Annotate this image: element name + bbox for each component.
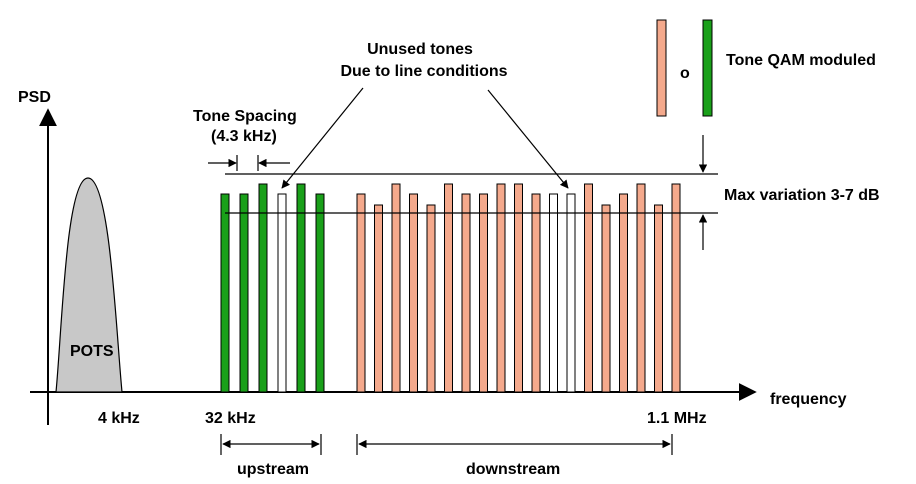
- upstream-label: upstream: [237, 461, 309, 478]
- legend-upstream-swatch: [702, 19, 713, 117]
- legend-downstream-swatch: [656, 19, 667, 117]
- downstream-unused-tone-bar: [566, 193, 576, 393]
- downstream-tone-bar: [479, 193, 488, 393]
- downstream-tone-bar: [409, 193, 418, 393]
- downstream-tone-bar: [636, 183, 646, 393]
- psd-label: PSD: [18, 89, 51, 106]
- freq-label-1-1mhz: 1.1 MHz: [647, 410, 707, 427]
- downstream-label: downstream: [466, 461, 560, 478]
- downstream-tone-bar: [391, 183, 401, 393]
- downstream-tone-bar: [444, 183, 453, 393]
- unused-tones-pointer-up: [281, 87, 364, 189]
- tone-spacing-value: (4.3 kHz): [211, 128, 277, 145]
- downstream-tone-bar: [654, 204, 663, 393]
- upstream-tone-group: [220, 183, 325, 393]
- downstream-tone-bar: [356, 193, 366, 393]
- frequency-label: frequency: [770, 391, 847, 408]
- downstream-tone-bar: [601, 204, 611, 393]
- downstream-tone-bar: [374, 204, 383, 393]
- legend-label: Tone QAM moduled: [726, 52, 876, 69]
- upstream-tone-bar: [258, 183, 268, 393]
- upstream-tone-bar: [315, 193, 325, 393]
- downstream-tone-bar: [531, 193, 541, 393]
- unused-tones-label: Unused tones: [367, 41, 473, 58]
- downstream-tone-bar: [619, 193, 628, 393]
- upstream-tone-bar: [220, 193, 230, 393]
- freq-label-4khz: 4 kHz: [98, 410, 140, 427]
- downstream-tone-bar: [671, 183, 681, 393]
- freq-label-32khz: 32 kHz: [205, 410, 256, 427]
- tone-spacing-label: Tone Spacing: [193, 108, 297, 125]
- max-variation-label: Max variation 3-7 dB: [724, 187, 880, 204]
- upstream-tone-bar: [239, 193, 249, 393]
- downstream-tone-bar: [426, 204, 436, 393]
- unused-tones-pointer-down: [487, 89, 569, 189]
- downstream-tone-group: [356, 183, 681, 393]
- unused-tones-reason: Due to line conditions: [340, 63, 507, 80]
- downstream-tone-bar: [584, 183, 593, 393]
- upstream-unused-tone-bar: [277, 193, 287, 393]
- downstream-tone-bar: [496, 183, 506, 393]
- downstream-unused-tone-bar: [549, 193, 558, 393]
- pots-band: [55, 177, 123, 393]
- downstream-tone-bar: [461, 193, 471, 393]
- upstream-tone-bar: [296, 183, 306, 393]
- legend-or-label: o: [680, 65, 690, 82]
- pots-label: POTS: [70, 343, 114, 360]
- downstream-tone-bar: [514, 183, 523, 393]
